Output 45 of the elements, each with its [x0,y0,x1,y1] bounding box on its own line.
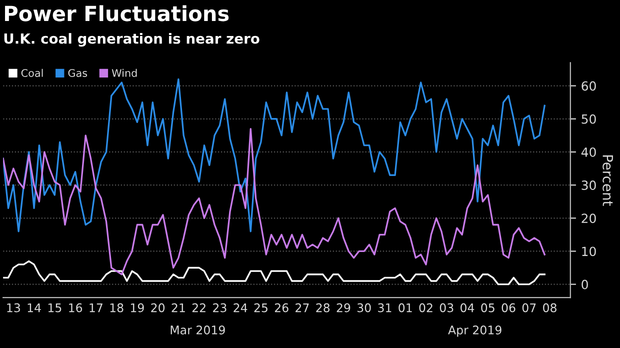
y-tick-label: 30 [582,180,596,190]
x-tick-label: 27 [296,303,309,312]
legend-label: Coal [21,68,43,77]
x-tick-label: 23 [213,303,226,312]
x-tick-label: 31 [378,303,392,312]
y-tick-label: 60 [582,81,596,91]
x-tick-label: 20 [151,303,165,312]
x-tick-label: 07 [522,303,536,312]
x-tick-label: 22 [192,303,206,312]
x-tick-label: 08 [543,303,556,312]
y-tick-label: 50 [582,114,596,124]
x-tick-label: 15 [48,303,62,312]
x-tick-label: 26 [274,303,288,312]
legend-label: Wind [112,68,137,77]
x-tick-label: 24 [234,303,248,312]
x-tick-label: 14 [28,303,41,312]
x-tick-label: 16 [69,303,82,312]
x-tick-label: 28 [316,303,330,312]
y-axis-title: Percent [602,155,613,206]
chart-subtitle: U.K. coal generation is near zero [4,33,260,47]
line-series [3,78,546,232]
x-tick-label: 17 [90,303,102,312]
x-tick-label: 05 [481,303,494,312]
y-tick-label: 10 [582,246,596,256]
x-tick-label: 06 [502,303,516,312]
x-tick-label: 18 [110,303,124,312]
x-tick-label: 29 [336,303,350,312]
x-tick-label: 19 [130,303,144,312]
x-tick-label: 01 [398,303,412,312]
text: Apr 2019 [448,326,502,337]
x-tick-label: 25 [254,303,268,312]
x-tick-label: 21 [172,303,185,312]
x-tick-label: 13 [7,303,20,312]
y-tick-label: 20 [582,214,596,224]
line-series [3,128,546,276]
text: Mar 2019 [170,326,225,334]
x-tick-label: 02 [419,303,432,312]
x-tick-label: 03 [440,303,454,312]
x-tick-label: 30 [358,303,371,312]
chart-title: Power Fluctuations [5,5,229,22]
y-tick-label: 0 [582,280,588,290]
legend-label: Gas [68,69,88,77]
line-series [3,260,546,286]
x-tick-label: 04 [460,303,474,312]
y-tick-label: 40 [581,147,596,157]
